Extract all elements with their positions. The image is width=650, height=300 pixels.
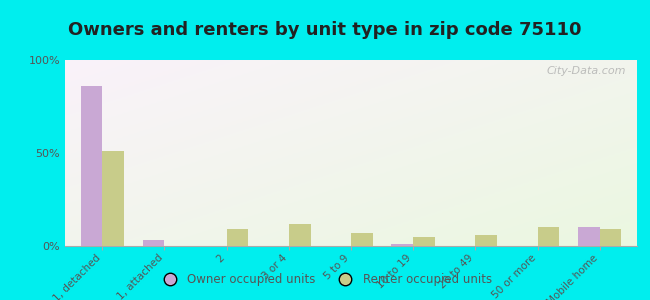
Bar <box>102 151 124 246</box>
Bar <box>413 237 435 246</box>
Bar <box>578 227 600 246</box>
Bar <box>81 86 102 246</box>
Bar <box>351 233 372 246</box>
Bar <box>289 224 311 246</box>
Text: Owners and renters by unit type in zip code 75110: Owners and renters by unit type in zip c… <box>68 21 582 39</box>
Bar <box>143 240 164 246</box>
Legend: Owner occupied units, Renter occupied units: Owner occupied units, Renter occupied un… <box>153 269 497 291</box>
Bar <box>391 244 413 246</box>
Bar <box>227 229 248 246</box>
Text: City-Data.com: City-Data.com <box>546 66 625 76</box>
Bar <box>600 229 621 246</box>
Bar <box>475 235 497 246</box>
Bar <box>538 227 559 246</box>
